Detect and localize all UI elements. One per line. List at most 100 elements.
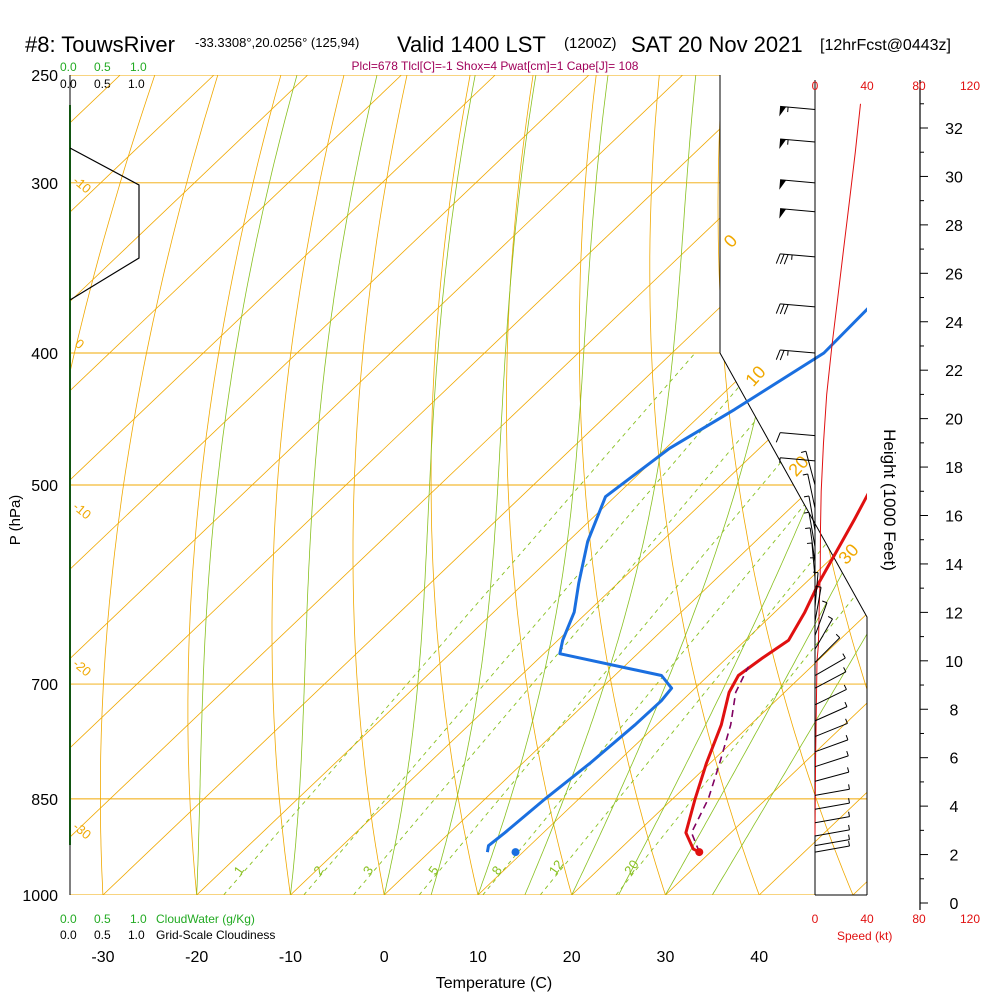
height-axis-title: Height (1000 Feet) xyxy=(880,429,899,571)
cloudwater-bottom-1: 0.5 xyxy=(94,912,111,926)
wind-barb xyxy=(814,750,849,768)
barb-half-feather xyxy=(847,767,850,773)
wind-speed-line xyxy=(814,103,861,836)
wind-barb xyxy=(814,615,833,650)
cloudiness-profile xyxy=(69,147,140,301)
dry-adiabat-line xyxy=(430,75,486,895)
cloudwater-label: CloudWater (g/Kg) xyxy=(156,912,255,926)
mixing-ratio-line xyxy=(418,352,867,895)
isotherm-line xyxy=(665,75,867,895)
wind-barb xyxy=(779,105,816,117)
wind-panel: 0246810121416182022242628303200404080801… xyxy=(775,79,980,926)
mixing-ratio-line xyxy=(303,352,769,895)
barb-half-feather xyxy=(848,824,850,830)
barb-feather xyxy=(783,304,789,315)
isotherm-label: 30 xyxy=(834,540,862,568)
moist-adiabat-line xyxy=(383,75,476,895)
isotherm-line xyxy=(477,75,867,895)
temperature-tick-label: -20 xyxy=(185,949,208,966)
pressure-tick-label: 300 xyxy=(31,176,58,193)
station-coords: -33.3308°,20.0256° (125,94) xyxy=(195,35,359,50)
wind-barb xyxy=(814,840,850,853)
barb-flag xyxy=(779,179,787,190)
moist-adiabat-line xyxy=(290,75,378,895)
moist-adiabat-line xyxy=(524,75,697,895)
barb-half-feather xyxy=(848,840,850,847)
temperature-tick-label: 40 xyxy=(750,949,768,966)
barb-staff xyxy=(814,602,828,636)
wind-barb xyxy=(803,511,816,547)
indices-subtitle: Plcl=678 Tlcl[C]=-1 Shox=4 Pwat[cm]=1 Ca… xyxy=(352,59,639,73)
isotherm-line xyxy=(70,75,496,895)
temperature-tick-label: -30 xyxy=(91,949,114,966)
mixing-ratio-label: 12 xyxy=(546,857,567,877)
speed-axis-title: Speed (kt) xyxy=(837,929,892,943)
barb-staff xyxy=(780,179,816,184)
barb-half-feather xyxy=(802,473,808,476)
moist-adiabat-line xyxy=(430,75,537,895)
barb-staff xyxy=(780,432,816,437)
isotherm-label: 10 xyxy=(741,362,769,390)
barb-half-feather xyxy=(822,600,828,604)
cloudiness-label: Grid-Scale Cloudiness xyxy=(156,928,275,942)
temperature-tick-label: 20 xyxy=(563,949,581,966)
x-axis-title: Temperature (C) xyxy=(436,975,552,992)
barb-feather xyxy=(775,432,781,443)
wind-barb xyxy=(814,811,850,824)
speed-tick-label-bottom: 80 xyxy=(912,912,926,926)
height-tick-label: 2 xyxy=(950,848,959,865)
wind-barb xyxy=(779,457,816,463)
surface-temp-dot xyxy=(695,848,704,857)
cloudiness-bottom-0: 0.0 xyxy=(60,928,77,942)
barb-half-feather xyxy=(827,615,833,620)
parcel-line xyxy=(690,666,750,853)
barb-staff xyxy=(809,527,816,563)
cloudwater-bottom-scale: 0.0 0.5 1.0 CloudWater (g/Kg) 0.0 0.5 1.… xyxy=(60,912,275,942)
barb-staff xyxy=(780,303,816,308)
cloudiness-top-2: 1.0 xyxy=(128,77,145,91)
pressure-tick-label: 400 xyxy=(31,346,58,363)
boundary-line xyxy=(719,352,868,895)
barb-feather xyxy=(779,253,785,265)
cloudiness-top-0: 0.0 xyxy=(60,77,77,91)
barb-half-feather xyxy=(846,750,849,757)
barb-staff xyxy=(808,512,816,547)
wind-barb xyxy=(775,349,816,361)
height-tick-label: 12 xyxy=(945,605,963,622)
cloudwater-bottom-2: 1.0 xyxy=(130,912,147,926)
barb-half-feather xyxy=(848,784,850,790)
isotherm-line xyxy=(852,75,867,895)
barb-flag xyxy=(779,208,787,219)
cloudwater-top-0: 0.0 xyxy=(60,60,77,74)
barb-staff xyxy=(814,572,819,608)
moist-adiabat-line xyxy=(477,75,609,895)
wind-barb xyxy=(814,767,850,782)
height-tick-label: 24 xyxy=(945,315,963,332)
plot-boundary xyxy=(719,75,868,896)
barb-half-feather xyxy=(843,684,847,690)
valid-zulu: (1200Z) xyxy=(564,35,617,52)
barb-half-feather xyxy=(848,798,850,804)
dry-adiabat-label: -30 xyxy=(70,819,94,843)
dry-adiabat-line xyxy=(70,75,164,895)
height-tick-label: 16 xyxy=(945,509,963,526)
mixing-ratio-label: 8 xyxy=(489,863,505,878)
cloud-profile xyxy=(69,105,140,845)
barb-feather xyxy=(779,350,785,361)
barb-flag xyxy=(779,106,787,117)
barb-half-feather xyxy=(844,701,848,707)
dry-adiabat-label: -20 xyxy=(70,656,94,680)
mixing-ratio-line xyxy=(223,352,696,895)
barb-staff xyxy=(814,657,846,676)
cloudwater-top-1: 0.5 xyxy=(94,60,111,74)
dry-adiabat-line xyxy=(848,75,867,895)
height-tick-label: 22 xyxy=(945,363,963,380)
barb-staff xyxy=(780,138,816,143)
isotherm-line xyxy=(0,75,26,895)
speed-tick-label-bottom: 120 xyxy=(960,912,980,926)
barb-staff xyxy=(814,845,850,853)
barb-staff xyxy=(780,208,816,213)
cloudiness-bottom-2: 1.0 xyxy=(128,928,145,942)
wind-barb xyxy=(806,542,816,578)
